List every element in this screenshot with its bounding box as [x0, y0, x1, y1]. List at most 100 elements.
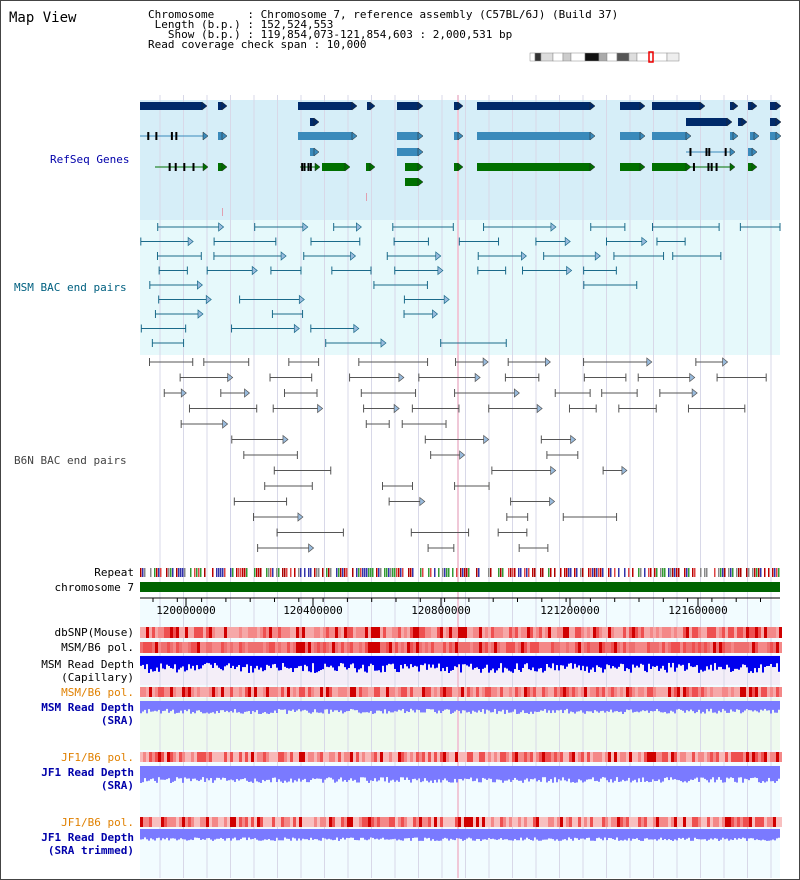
dbsnp-band: [737, 627, 740, 638]
jf1-b6-pol-band: [647, 752, 650, 762]
msm-depth-capillary-bar: [498, 656, 500, 669]
msm-depth-sra-bar: [238, 701, 240, 713]
jf1-depth-trim-bar: [302, 829, 304, 839]
gene-arrow: [417, 162, 424, 172]
jf1-depth-trim-bar: [226, 829, 228, 839]
msm-b6-pol-band: [620, 642, 623, 653]
repeat-mark: [400, 568, 402, 577]
msm-b6-pol-band: [218, 642, 221, 653]
jf1-b6-pol-band-2: [665, 817, 668, 827]
jf1-b6-pol-band: [338, 752, 341, 762]
gene-arrow: [732, 101, 739, 111]
bac-arrow: [356, 222, 362, 232]
repeat-mark: [628, 568, 630, 577]
jf1-b6-pol-band: [185, 752, 188, 762]
msm-depth-sra-bar: [218, 701, 220, 713]
dbsnp-band: [719, 627, 722, 638]
bac-arrow: [218, 222, 225, 232]
jf1-b6-pol-band-2: [527, 817, 530, 827]
msm-depth-capillary-bar: [566, 656, 568, 667]
msm-depth-sra-bar: [714, 701, 716, 713]
msm-depth-capillary-bar: [540, 656, 542, 669]
gene-arrow: [751, 101, 758, 111]
jf1-depth-trim-bar: [546, 829, 548, 840]
jf1-b6-pol-band-2: [635, 817, 638, 827]
msm-depth-sra-bar: [494, 701, 496, 709]
jf1-b6-pol-band-2: [338, 817, 341, 827]
msm-depth-capillary-bar: [554, 656, 556, 671]
track-label-msm-depth-sra-sub: (SRA): [100, 714, 134, 727]
jf1-depth-sra-bar: [140, 766, 142, 783]
jf1-depth-trim-bar: [616, 829, 618, 838]
gene-exon: [301, 163, 304, 171]
jf1-depth-sra-bar: [668, 766, 670, 781]
jf1-depth-sra-bar: [754, 766, 756, 778]
dbsnp-band: [590, 627, 593, 638]
msm-b6-pol-band: [455, 642, 458, 653]
jf1-depth-trim-bar: [620, 829, 622, 841]
jf1-depth-sra-bar: [478, 766, 480, 783]
msm-depth-capillary-bar: [748, 656, 750, 673]
jf1-depth-trim-bar: [374, 829, 376, 840]
msm-depth-sra-bar: [770, 701, 772, 714]
gene-block: [686, 118, 727, 126]
msm-b6-pol-band: [551, 642, 554, 653]
bac-arrow: [594, 251, 601, 261]
jf1-depth-sra-bar: [388, 766, 390, 783]
repeat-mark: [498, 568, 500, 577]
jf1-depth-sra-bar: [172, 766, 174, 782]
jf1-b6-pol-band: [668, 752, 671, 762]
repeat-mark: [532, 568, 534, 577]
jf1-b6-pol-band: [671, 752, 674, 762]
jf1-depth-trim-bar: [730, 829, 732, 840]
gene-block: [218, 163, 222, 171]
msm-b6-pol-band: [380, 642, 383, 653]
msm-depth-sra-bar: [242, 701, 244, 714]
jf1-depth-trim-bar: [394, 829, 396, 839]
msm-depth-sra-bar: [394, 701, 396, 712]
msm-b6-pol-band: [560, 642, 563, 653]
msm-depth-sra-bar: [396, 701, 398, 712]
msm-depth-capillary-bar: [360, 656, 362, 669]
msm-b6-pol-band: [467, 642, 470, 653]
dbsnp-band: [440, 627, 443, 638]
jf1-depth-sra-bar: [648, 766, 650, 783]
dbsnp-band: [188, 627, 191, 638]
msm-b6-pol-band: [539, 642, 542, 653]
jf1-b6-pol-band-2: [491, 817, 494, 827]
jf1-depth-trim-bar: [300, 829, 302, 841]
jf1-depth-sra-bar: [214, 766, 216, 781]
msm-depth-capillary-bar: [344, 656, 346, 668]
jf1-b6-pol-band: [410, 752, 413, 762]
gene-block: [620, 102, 640, 110]
gene-arrow: [753, 131, 760, 141]
dbsnp-band: [350, 627, 353, 638]
msm-b6-pol-band-2: [176, 687, 179, 697]
jf1-b6-pol-band-2: [569, 817, 572, 827]
msm-b6-pol-band-2: [320, 687, 323, 697]
jf1-depth-sra-bar: [250, 766, 252, 782]
msm-b6-pol-band: [680, 642, 683, 653]
bac-arrow: [549, 496, 556, 507]
jf1-depth-trim-bar: [180, 829, 182, 839]
msm-b6-pol-band-2: [629, 687, 632, 697]
jf1-depth-sra-bar: [224, 766, 226, 778]
jf1-depth-trim-bar: [342, 829, 344, 838]
msm-b6-pol-band-2: [611, 687, 614, 697]
msm-depth-sra-bar: [364, 701, 366, 713]
dbsnp-band: [470, 627, 473, 638]
msm-b6-pol-band-2: [692, 687, 695, 697]
jf1-b6-pol-band: [527, 752, 530, 762]
msm-depth-capillary-bar: [156, 656, 158, 668]
msm-depth-sra-bar: [546, 701, 548, 713]
jf1-depth-sra-bar: [752, 766, 754, 778]
msm-b6-pol-band-2: [659, 687, 662, 697]
jf1-depth-trim-bar: [488, 829, 490, 838]
jf1-b6-pol-band: [728, 752, 731, 762]
msm-depth-capillary-bar: [606, 656, 608, 665]
jf1-b6-pol-band-2: [503, 817, 506, 827]
jf1-depth-trim-bar: [162, 829, 164, 839]
msm-depth-capillary-bar: [450, 656, 452, 671]
jf1-depth-sra-bar: [492, 766, 494, 783]
